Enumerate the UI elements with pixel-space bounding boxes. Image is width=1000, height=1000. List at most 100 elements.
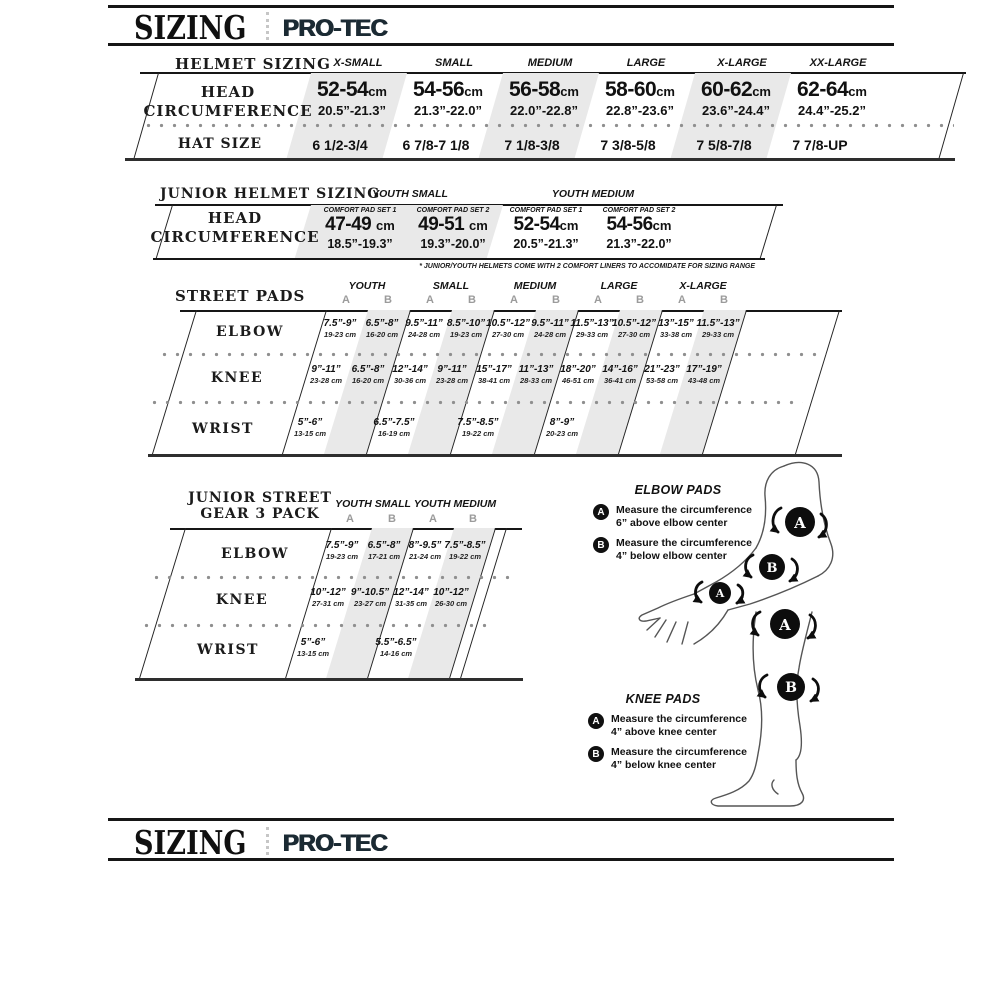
badge-a-icon xyxy=(770,609,800,639)
dotted-separator xyxy=(140,623,495,628)
footer-top-rule xyxy=(108,818,894,821)
footer-bottom-rule xyxy=(108,858,894,861)
measure-arrow-icon xyxy=(809,677,820,703)
sub-col-a: A xyxy=(426,294,434,306)
measure-arrow-icon xyxy=(817,512,828,539)
sub-col-a: A xyxy=(510,294,518,306)
sub-col-b: B xyxy=(636,294,644,306)
street-pads-title: STREET PADS xyxy=(175,287,306,305)
measure-arrow-icon xyxy=(769,506,783,534)
pad-cell: 5.5”-6.5” 14-16 cm xyxy=(375,637,417,658)
sub-col-b: B xyxy=(552,294,560,306)
hat-size-cell: 6 7/8-7 1/8 xyxy=(402,137,470,153)
elbow-pads-instructions: ELBOW PADS A Measure the circumference 6… xyxy=(593,483,808,563)
measure-arrow-icon xyxy=(735,583,746,605)
svg-text:A: A xyxy=(715,587,725,600)
pad-cell: 5”-6” 13-15 cm xyxy=(296,637,330,658)
hat-size-cell: 7 1/8-3/8 xyxy=(504,137,560,153)
head-circ-cell: 56-58cm 22.0”-22.8” xyxy=(508,78,579,118)
instruction-item: A Measure the circumference 6” above elb… xyxy=(593,504,808,530)
sub-col-b: B xyxy=(468,294,476,306)
group-header: X-LARGE xyxy=(679,280,727,292)
pad-cell: 7.5”-9” 19-23 cm xyxy=(325,540,359,561)
pad-cell: 8”-9.5” 21-24 cm xyxy=(408,540,442,561)
size-col-header: XX-LARGE xyxy=(809,57,867,69)
head-circ-cell: 62-64cm 24.4”-25.2” xyxy=(796,78,867,118)
group-header: SMALL xyxy=(432,280,470,292)
dotted-separator xyxy=(142,123,954,128)
junior-helmet-note: * JUNIOR/YOUTH HELMETS COME WITH 2 COMFO… xyxy=(419,263,755,270)
pad-cell: 18”-20” 46-51 cm xyxy=(560,364,596,385)
junior-helmet-bottom-rule xyxy=(153,258,765,260)
ankle-detail xyxy=(771,779,779,795)
helmet-sizing-title: HELMET SIZING xyxy=(175,55,331,73)
hat-size-label: HAT SIZE xyxy=(177,136,263,152)
group-header: YOUTH xyxy=(348,280,386,292)
hat-size-cell: 7 3/8-5/8 xyxy=(600,137,656,153)
dotted-separator xyxy=(150,575,510,580)
pad-cell: 7.5”-9” 19-23 cm xyxy=(323,318,357,339)
brand-logo: PRO-TEC xyxy=(283,15,388,42)
pad-cell: 6.5”-7.5” 16-19 cm xyxy=(373,417,415,438)
sub-col-b: B xyxy=(388,513,396,525)
pad-cell: 12”-14” 30-36 cm xyxy=(392,364,428,385)
header-divider-dots xyxy=(266,12,269,40)
pad-cell: 21”-23” 53-58 cm xyxy=(644,364,680,385)
knee-pads-instructions: KNEE PADS A Measure the circumference 4”… xyxy=(588,692,803,772)
badge-a-icon: A xyxy=(588,713,604,729)
pad-cell: 6.5”-8” 17-21 cm xyxy=(367,540,401,561)
pad-cell: 7.5”-8.5” 19-22 cm xyxy=(457,417,499,438)
hat-size-cell: 7 7/8-UP xyxy=(792,137,848,153)
pad-cell: 9”-11” 23-28 cm xyxy=(309,364,343,385)
svg-text:B: B xyxy=(767,561,778,576)
pad-cell: 11.5”-13” 29-33 cm xyxy=(570,318,614,339)
junior-street-bottom-rule xyxy=(135,678,523,681)
sub-col-b: B xyxy=(384,294,392,306)
pad-cell: 11.5”-13” 29-33 cm xyxy=(696,318,740,339)
row-label: ELBOW xyxy=(215,324,285,340)
instruction-item: A Measure the circumference 4” above kne… xyxy=(588,713,803,739)
badge-b-icon xyxy=(759,554,785,580)
pad-cell: 10”-12” 26-30 cm xyxy=(433,587,469,608)
row-label: WRIST xyxy=(197,642,259,658)
helmet-header-rule xyxy=(140,72,966,74)
junior-helmet-title: JUNIOR HELMET SIZING xyxy=(160,186,381,202)
pad-cell: 10.5”-12” 27-30 cm xyxy=(486,318,530,339)
street-pads-table: STREET PADS YOUTH SMALL MEDIUM LARGE X-L… xyxy=(148,278,850,460)
row-label: KNEE xyxy=(215,592,269,608)
junior-street-title: JUNIOR STREET GEAR 3 PACK xyxy=(188,490,332,522)
helmet-sizing-table: HELMET SIZING X-SMALL SMALL MEDIUM LARGE… xyxy=(125,52,975,164)
size-col-header: X-SMALL xyxy=(333,57,383,69)
junior-head-cell: COMFORT PAD SET 2 54-56cm 21.3”-22.0” xyxy=(602,207,676,251)
badge-a-icon xyxy=(785,507,815,537)
instruction-item: B Measure the circumference 4” below kne… xyxy=(588,746,803,772)
pad-cell: 6.5”-8” 16-20 cm xyxy=(351,364,385,385)
page-title: SIZING xyxy=(134,8,247,47)
footer-title: SIZING xyxy=(134,823,247,862)
pad-cell: 6.5”-8” 16-20 cm xyxy=(365,318,399,339)
badge-b-icon: B xyxy=(588,746,604,762)
measure-arrow-icon xyxy=(756,673,769,699)
forearm-outline xyxy=(727,575,819,611)
hand-fingers xyxy=(646,617,689,645)
hand-outline xyxy=(693,609,729,645)
hand-outline xyxy=(638,593,695,622)
pad-cell: 14”-16” 36-41 cm xyxy=(602,364,638,385)
measure-arrow-icon xyxy=(692,580,704,604)
measure-arrow-icon xyxy=(749,610,762,637)
measure-arrow-icon xyxy=(742,553,755,579)
pad-cell: 15”-17” 38-41 cm xyxy=(476,364,512,385)
header-bottom-rule xyxy=(108,43,894,46)
group-header: YOUTH SMALL xyxy=(372,188,448,200)
pad-cell: 7.5”-8.5” 19-22 cm xyxy=(444,540,486,561)
measure-arrow-icon xyxy=(788,557,799,583)
row-label: KNEE xyxy=(210,370,264,386)
junior-street-header-rule xyxy=(170,528,522,530)
pad-cell: 13”-15” 33-38 cm xyxy=(658,318,694,339)
dotted-separator xyxy=(158,352,826,357)
junior-head-cell: COMFORT PAD SET 1 52-54cm 20.5”-21.3” xyxy=(509,207,583,251)
leg-measurement-diagram: A B xyxy=(710,609,820,807)
head-circ-cell: 60-62cm 23.6”-24.4” xyxy=(700,78,771,118)
row-label: ELBOW xyxy=(220,546,290,562)
